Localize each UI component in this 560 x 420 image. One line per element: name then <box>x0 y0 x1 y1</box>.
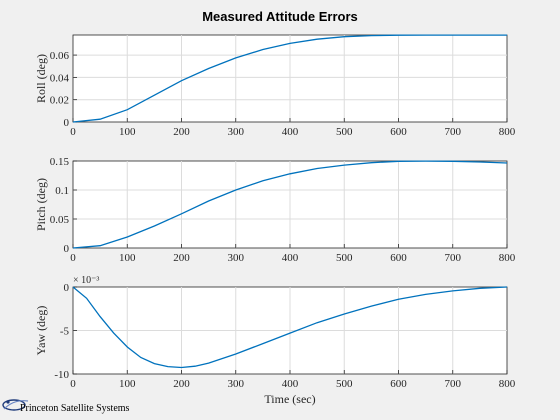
x-tick-label: 400 <box>282 252 299 264</box>
x-tick-label: 0 <box>70 252 76 264</box>
subplot-2: 0 100 200 300 400 500 600 700 800 0 0.05 0.1 0.15Pit… <box>34 156 516 264</box>
y-tick-label: 0.05 <box>50 214 70 226</box>
x-tick-label: 700 <box>445 252 462 264</box>
x-tick-label: 100 <box>119 378 136 390</box>
y-tick-label: -5 <box>60 326 70 338</box>
y-tick-label: 0.04 <box>50 72 70 84</box>
x-tick-label: 500 <box>336 126 353 138</box>
x-tick-label: 800 <box>499 252 516 264</box>
x-tick-label: 0 <box>70 126 76 138</box>
x-tick-label: 300 <box>228 252 245 264</box>
x-tick-label: 500 <box>336 378 353 390</box>
x-tick-label: 200 <box>173 126 190 138</box>
subplot-3: 0 100 200 300 400 500 600 700 800-10-50× 10⁻³Yaw… <box>34 275 516 390</box>
princeton-satellite-systems-logo: Princeton Satellite Systems <box>3 400 130 414</box>
chart-title: Measured Attitude Errors <box>202 9 358 24</box>
y-tick-label: 0.02 <box>50 95 69 107</box>
x-axis-label: Time (sec) <box>264 392 315 406</box>
x-tick-label: 500 <box>336 252 353 264</box>
y-tick-label: 0 <box>64 282 70 294</box>
x-tick-label: 600 <box>390 378 407 390</box>
y-axis-label: Pitch (deg) <box>34 178 48 231</box>
y-axis-label: Yaw (deg) <box>34 306 48 356</box>
x-tick-label: 600 <box>390 126 407 138</box>
x-tick-label: 200 <box>173 378 190 390</box>
x-tick-label: 400 <box>282 378 299 390</box>
x-tick-label: 800 <box>499 378 516 390</box>
y-tick-label: 0 <box>64 117 70 129</box>
logo-text: Princeton Satellite Systems <box>20 403 130 414</box>
x-tick-label: 700 <box>445 126 462 138</box>
y-tick-label: 0.15 <box>50 156 70 168</box>
subplots: 0 100 200 300 400 500 600 700 800 0 0.02 0.04 0.06Ro… <box>34 35 516 390</box>
x-tick-label: 300 <box>228 126 245 138</box>
x-tick-label: 700 <box>445 378 462 390</box>
x-tick-label: 0 <box>70 378 76 390</box>
y-tick-label: 0.1 <box>55 185 69 197</box>
y-exponent-label: × 10⁻³ <box>73 275 99 286</box>
y-tick-label: -10 <box>54 369 69 381</box>
x-tick-label: 600 <box>390 252 407 264</box>
x-tick-label: 400 <box>282 126 299 138</box>
x-tick-label: 100 <box>119 252 136 264</box>
x-tick-label: 100 <box>119 126 136 138</box>
y-tick-label: 0 <box>64 243 70 255</box>
x-tick-label: 200 <box>173 252 190 264</box>
subplot-1: 0 100 200 300 400 500 600 700 800 0 0.02 0.04 0.06Ro… <box>34 35 516 138</box>
y-tick-label: 0.06 <box>50 50 70 62</box>
x-tick-label: 800 <box>499 126 516 138</box>
x-tick-label: 300 <box>228 378 245 390</box>
y-axis-label: Roll (deg) <box>34 54 48 103</box>
